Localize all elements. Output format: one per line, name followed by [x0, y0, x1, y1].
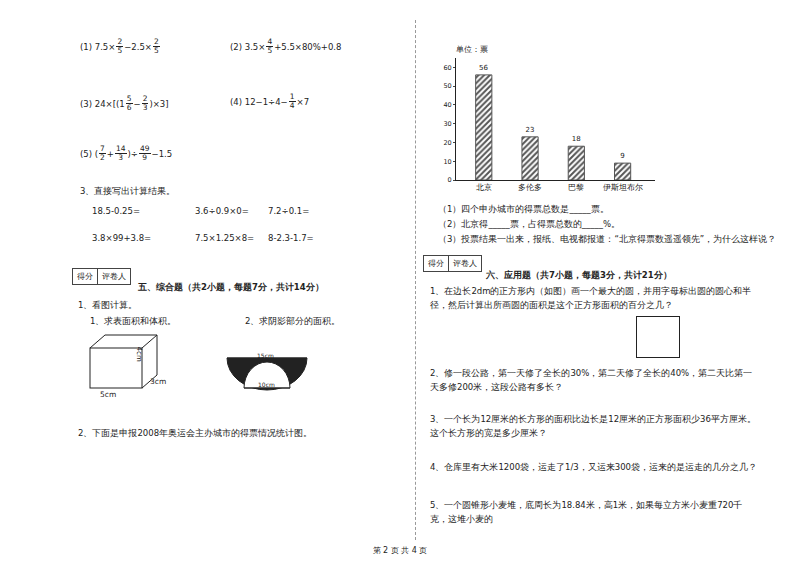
- html-text:7.5×1.25×8=: 7.5×1.25×8=: [195, 233, 255, 243]
- html-text:5+5.5×80%+0.8: 5+5.5×80%+0.8: [267, 41, 342, 56]
- html-text:六、应用题（共7小题，每题3分，共计21分）: 六、应用题（共7小题，每题3分，共计21分）: [486, 270, 672, 280]
- svg-text:0: 0: [448, 176, 452, 184]
- html-text:(1) 7.5×2: (1) 7.5×2: [80, 37, 123, 52]
- html-text:3cm: 3cm: [150, 377, 167, 386]
- html-text:(5) (7: (5) (7: [80, 144, 105, 159]
- svg-text:多伦多: 多伦多: [518, 183, 542, 192]
- html-text:3、一个长为12厘米的长方形的面积比边长是12厘米的正方形面: 3、一个长为12厘米的长方形的面积比边长是12厘米的正方形面积少36平方厘米。这…: [430, 414, 756, 439]
- html-text:（2）北京得_____票，占得票总数的_____%。: （2）北京得_____票，占得票总数的_____%。: [438, 219, 620, 229]
- html-text:3.8×99+3.8=: 3.8×99+3.8=: [92, 233, 152, 243]
- svg-text:56: 56: [479, 64, 488, 72]
- html-text:15cm: 15cm: [257, 352, 274, 359]
- html-text:3、直接写出计算结果。: 3、直接写出计算结果。: [80, 186, 176, 196]
- svg-text:北京: 北京: [476, 183, 492, 192]
- svg-text:10: 10: [443, 158, 451, 166]
- svg-text:18: 18: [572, 135, 581, 143]
- html-text:2、下面是申报2008年奥运会主办城市的得票情况统计图。: 2、下面是申报2008年奥运会主办城市的得票情况统计图。: [78, 428, 312, 438]
- html-text:(3) 24×[(1: (3) 24×[(1: [80, 98, 125, 109]
- html-text:6−2: 6−2: [126, 94, 148, 113]
- html-text:2、修一段公路，第一天修了全长的30%，第二天修了全长的40: 2、修一段公路，第一天修了全长的30%，第二天修了全长的40%，第二天比第一天多…: [430, 368, 753, 393]
- html-text:（1）四个申办城市的得票总数是_____票。: （1）四个申办城市的得票总数是_____票。: [438, 204, 609, 214]
- html-text:4、仓库里有大米1200袋，运走了1/3，又运来300袋，运: 4、仓库里有大米1200袋，运走了1/3，又运来300袋，运来的是运走的几分之几…: [430, 462, 757, 472]
- svg-text:伊斯坦布尔: 伊斯坦布尔: [603, 183, 643, 192]
- svg-text:50: 50: [443, 82, 451, 90]
- html-text:1、求表面积和体积。: 1、求表面积和体积。: [90, 316, 177, 326]
- html-text:2、求阴影部分的面积。: 2、求阴影部分的面积。: [245, 316, 341, 326]
- html-text:得分: 得分: [428, 259, 444, 268]
- html-text:10cm: 10cm: [258, 381, 275, 388]
- html-text:评卷人: 评卷人: [453, 259, 477, 268]
- html-text:4cm: 4cm: [134, 346, 143, 362]
- html-text:5cm: 5cm: [100, 390, 117, 399]
- html-text:5、一个圆锥形小麦堆，底周长为18.84米，高1米，如果每立: 5、一个圆锥形小麦堆，底周长为18.84米，高1米，如果每立方米小麦重720千克…: [430, 500, 743, 525]
- html-text:1、看图计算。: 1、看图计算。: [78, 300, 138, 310]
- html-text:5: 5: [126, 94, 132, 103]
- html-text:3)×3]: 3)×3]: [142, 98, 169, 113]
- html-text:五、综合题（共2小题，每题7分，共计14分）: 五、综合题（共2小题，每题7分，共计14分）: [138, 282, 324, 292]
- html-text:2+ 14: 2+ 14: [100, 144, 126, 163]
- html-text:3.6÷0.9×0=: 3.6÷0.9×0=: [195, 206, 249, 216]
- html-text:9 −1.5: 9 −1.5: [142, 148, 173, 163]
- html-text:得分: 得分: [77, 272, 93, 281]
- svg-text:单位：票: 单位：票: [456, 45, 488, 54]
- html-text:5: 5: [153, 46, 159, 56]
- html-text:评卷人: 评卷人: [102, 272, 126, 281]
- html-text:5−2.5×2: 5−2.5×2: [117, 37, 159, 56]
- html-text:（3）投票结果一出来，报纸、电视都报道：“北京得票数遥遥领先: （3）投票结果一出来，报纸、电视都报道：“北京得票数遥遥领先”，为什么这样说？: [438, 234, 777, 244]
- svg-text:巴黎: 巴黎: [568, 183, 584, 192]
- html-text:1、在边长2dm的正方形内（如图）画一个最大的圆，并用字母标: 1、在边长2dm的正方形内（如图）画一个最大的圆，并用字母标出圆的圆心和半径，然…: [430, 286, 752, 311]
- svg-text:23: 23: [526, 126, 535, 134]
- html-text:(4) 12−1÷4−1: (4) 12−1÷4−1: [230, 92, 295, 107]
- html-text:18.5-0.25=: 18.5-0.25=: [92, 206, 140, 216]
- html-text:4×7: 4×7: [289, 96, 310, 111]
- html-text:第 2 页 共 4 页: 第 2 页 共 4 页: [372, 546, 428, 555]
- svg-text:20: 20: [443, 139, 451, 147]
- html-text:7.2÷0.1=: 7.2÷0.1=: [268, 206, 310, 216]
- svg-text:60: 60: [443, 64, 451, 72]
- html-text:8-2.3-1.7=: 8-2.3-1.7=: [268, 233, 314, 243]
- html-text:3 )÷ 49: 3 )÷ 49: [118, 144, 150, 163]
- svg-text:9: 9: [620, 152, 624, 160]
- html-text:(2) 3.5×4: (2) 3.5×4: [230, 37, 273, 52]
- svg-text:40: 40: [443, 101, 451, 109]
- svg-text:30: 30: [443, 120, 451, 128]
